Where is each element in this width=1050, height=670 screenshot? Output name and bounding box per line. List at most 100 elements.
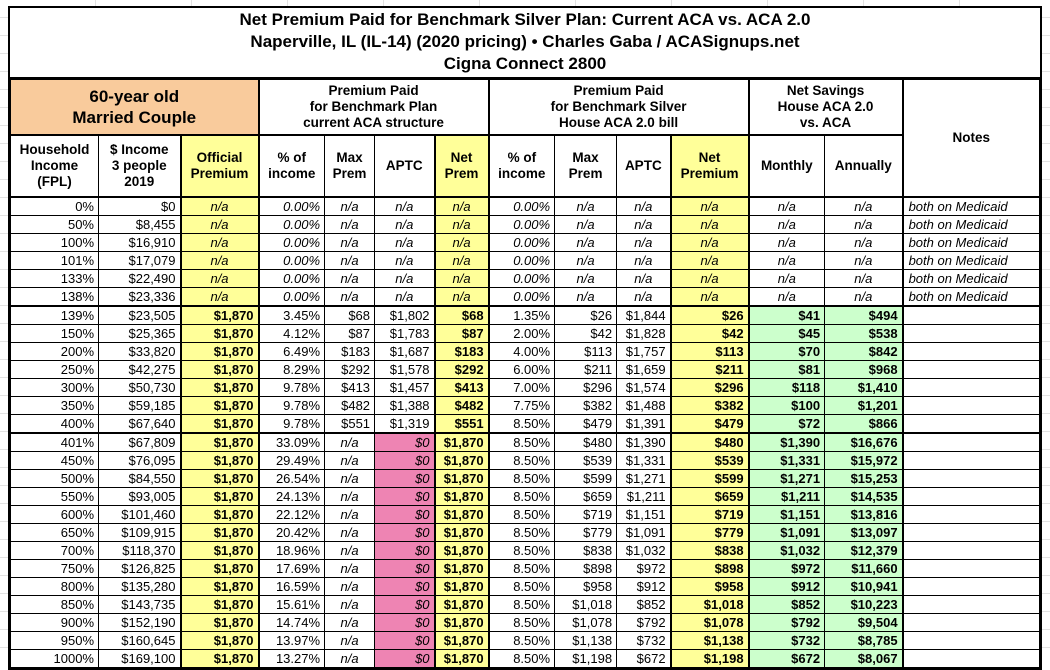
data-cell: $1,578: [374, 360, 436, 379]
data-cell: $792: [747, 613, 826, 632]
data-cell: $1,271: [747, 469, 826, 488]
col-header-aca20-pct-income: % of income: [487, 134, 556, 198]
fpl-cell: 0%: [10, 196, 99, 216]
table-row: 750% $126,825 $1,870 17.69% n/a $0 $1,870 8.50%…: [10, 559, 1040, 578]
data-cell: 8.50%: [487, 414, 556, 434]
data-cell: $0: [98, 196, 181, 216]
notes-cell: [901, 487, 1040, 506]
data-cell: $211: [669, 360, 750, 379]
data-cell: n/a: [669, 251, 750, 270]
fpl-cell: 50%: [10, 215, 99, 234]
data-cell: $25,365: [98, 324, 181, 343]
col-header-income: $ Income 3 people 2019: [98, 134, 181, 198]
group-header-current-aca: Premium Paid for Benchmark Plan current …: [257, 79, 490, 136]
data-cell: $898: [669, 559, 750, 578]
data-cell: $10,941: [824, 577, 904, 596]
data-cell: $42: [669, 324, 750, 343]
col-header-aca20-aptc: APTC: [616, 134, 672, 198]
fpl-cell: 450%: [10, 451, 99, 470]
data-cell: n/a: [669, 233, 750, 252]
data-cell: $211: [554, 360, 618, 379]
data-cell: n/a: [324, 541, 376, 560]
table-row: 400% $67,640 $1,870 9.78% $551 $1,319 $551 8.50…: [10, 414, 1040, 434]
notes-cell: [901, 451, 1040, 470]
data-cell: $599: [554, 469, 618, 488]
data-cell: $1,201: [824, 396, 904, 415]
data-cell: $838: [669, 541, 750, 560]
data-cell: n/a: [824, 215, 904, 234]
data-cell: 0.00%: [257, 215, 326, 234]
data-cell: $113: [669, 342, 750, 361]
data-cell: $8,455: [98, 215, 181, 234]
data-cell: $1,802: [374, 305, 436, 325]
data-cell: $15,972: [824, 451, 904, 470]
data-cell: $732: [747, 631, 826, 650]
data-cell: $1,018: [554, 595, 618, 614]
data-cell: 9.78%: [257, 378, 326, 397]
data-cell: $1,457: [374, 378, 436, 397]
data-cell: $22,490: [98, 269, 181, 288]
table-row: 101% $17,079 n/a 0.00% n/a n/a n/a 0.00% n/a n/a n…: [10, 251, 1040, 270]
fpl-cell: 850%: [10, 595, 99, 614]
data-cell: n/a: [616, 196, 672, 216]
data-cell: n/a: [554, 251, 618, 270]
data-cell: $0: [374, 505, 436, 524]
data-cell: $1,870: [433, 451, 490, 470]
data-cell: $779: [669, 523, 750, 542]
data-cell: n/a: [747, 233, 826, 252]
data-cell: $482: [433, 396, 490, 415]
data-cell: $0: [374, 649, 436, 668]
notes-cell: both on Medicaid: [901, 233, 1040, 252]
data-cell: n/a: [324, 287, 376, 307]
data-cell: $482: [324, 396, 376, 415]
data-cell: 2.00%: [487, 324, 556, 343]
data-cell: n/a: [324, 559, 376, 578]
data-cell: 8.50%: [487, 505, 556, 524]
data-cell: $1,091: [747, 523, 826, 542]
data-cell: $732: [616, 631, 672, 650]
data-cell: n/a: [554, 196, 618, 216]
data-cell: n/a: [616, 233, 672, 252]
data-cell: $42,275: [98, 360, 181, 379]
data-cell: $1,870: [433, 559, 490, 578]
data-cell: n/a: [554, 287, 618, 307]
data-cell: $1,211: [616, 487, 672, 506]
data-cell: $1,870: [179, 451, 260, 470]
data-cell: $183: [433, 342, 490, 361]
table-row: 950% $160,645 $1,870 13.97% n/a $0 $1,870 8.50%…: [10, 631, 1040, 650]
col-header-aca-net-prem: Net Prem: [433, 134, 490, 198]
data-cell: $852: [616, 595, 672, 614]
data-cell: $0: [374, 432, 436, 452]
notes-cell: [901, 595, 1040, 614]
data-cell: 20.42%: [257, 523, 326, 542]
fpl-cell: 700%: [10, 541, 99, 560]
data-cell: $8,785: [824, 631, 904, 650]
data-cell: n/a: [616, 269, 672, 288]
data-cell: $1,870: [179, 559, 260, 578]
data-cell: $1,870: [179, 541, 260, 560]
data-cell: 6.00%: [487, 360, 556, 379]
data-cell: $382: [669, 396, 750, 415]
notes-cell: [901, 505, 1040, 524]
data-cell: n/a: [324, 269, 376, 288]
data-cell: 0.00%: [257, 233, 326, 252]
data-cell: $1,390: [616, 432, 672, 452]
data-cell: $68: [433, 305, 490, 325]
data-cell: $1,870: [179, 360, 260, 379]
data-cell: $68: [324, 305, 376, 325]
col-header-fpl: Household Income (FPL): [10, 134, 99, 198]
data-cell: n/a: [179, 269, 260, 288]
data-cell: 3.45%: [257, 305, 326, 325]
premium-comparison-table: 60-year old Married Couple Premium Paid …: [9, 79, 1040, 668]
data-cell: $84,550: [98, 469, 181, 488]
data-cell: $1,870: [433, 577, 490, 596]
data-cell: 15.61%: [257, 595, 326, 614]
data-cell: $912: [747, 577, 826, 596]
data-cell: 8.50%: [487, 523, 556, 542]
column-header-row: Household Income (FPL) $ Income 3 people…: [10, 134, 1040, 198]
data-cell: $1,574: [616, 378, 672, 397]
data-cell: 0.00%: [487, 287, 556, 307]
data-cell: $551: [433, 414, 490, 434]
data-cell: $1,138: [554, 631, 618, 650]
data-cell: $1,659: [616, 360, 672, 379]
